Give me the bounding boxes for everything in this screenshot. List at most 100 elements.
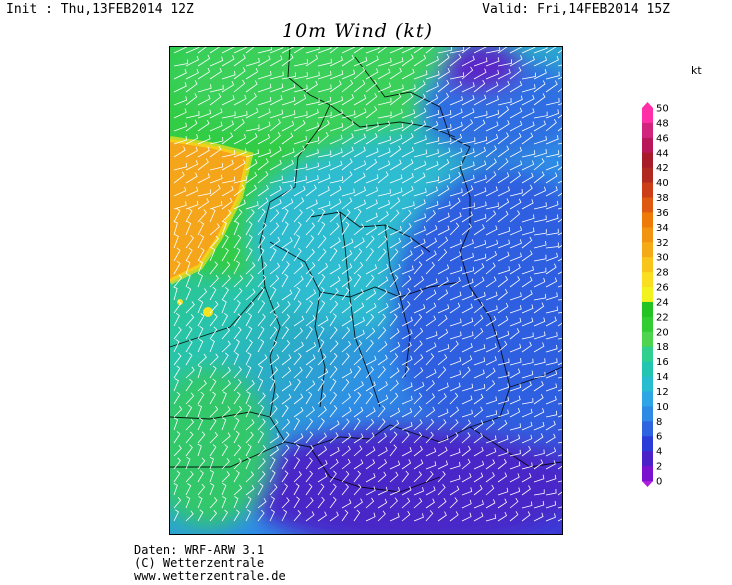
wind-barb	[497, 275, 509, 288]
wind-barb	[173, 247, 181, 262]
wind-barb	[473, 301, 484, 314]
wind-barb	[473, 94, 487, 106]
wind-barb	[293, 221, 302, 236]
wind-barb	[557, 88, 562, 93]
wind-barb	[341, 352, 350, 366]
wind-barb	[521, 94, 535, 106]
wind-barb	[209, 145, 222, 158]
wind-barb	[281, 237, 293, 249]
wind-barb	[341, 110, 356, 119]
wind-barb	[461, 174, 475, 184]
wind-barb	[341, 238, 354, 249]
wind-barb	[509, 497, 519, 509]
wind-barb	[305, 342, 317, 353]
wind-barb	[233, 67, 246, 80]
wind-barb	[185, 134, 199, 145]
wind-barb	[401, 382, 413, 392]
wind-barb	[293, 84, 308, 93]
wind-barb	[377, 394, 389, 405]
wind-barb	[341, 250, 353, 262]
wind-barb	[377, 418, 386, 431]
scale-bottom-arrow	[642, 481, 653, 487]
wind-barb	[545, 331, 558, 340]
wind-barb	[305, 274, 314, 288]
wind-barb	[449, 382, 461, 392]
wind-barb	[485, 145, 497, 158]
wind-barb	[497, 106, 510, 119]
wind-barb	[245, 391, 251, 405]
scale-tick-label: 0	[656, 477, 662, 488]
wind-barb	[317, 432, 327, 444]
wind-barb	[245, 149, 260, 158]
wind-barb	[185, 366, 195, 379]
wind-barb	[281, 418, 291, 431]
wind-barb	[389, 209, 400, 223]
wind-barb	[413, 354, 424, 366]
wind-barb	[317, 111, 332, 119]
wind-barb	[245, 132, 258, 145]
wind-barb	[233, 79, 246, 93]
wind-barb	[341, 432, 352, 444]
wind-barb	[329, 209, 340, 223]
wind-barb	[209, 274, 219, 288]
wind-barb	[425, 160, 439, 171]
wind-barb	[293, 94, 307, 106]
wind-barb	[329, 109, 343, 119]
wind-barb	[233, 159, 246, 171]
wind-barb	[425, 261, 435, 275]
wind-barb	[197, 443, 202, 457]
wind-barb	[461, 119, 474, 132]
wind-barb	[257, 184, 269, 197]
wind-barb	[461, 66, 474, 80]
wind-barb	[305, 71, 320, 80]
wind-barb	[365, 392, 374, 405]
wind-barb	[185, 93, 198, 106]
wind-barb	[293, 47, 305, 54]
wind-barb	[521, 485, 531, 496]
wind-barb	[545, 80, 558, 93]
wind-barb	[293, 352, 302, 366]
wind-barb	[485, 514, 497, 522]
wind-barb	[485, 186, 498, 197]
wind-barb	[329, 55, 343, 67]
wind-barb	[377, 189, 391, 197]
wind-barb	[173, 274, 183, 288]
wind-barb	[269, 209, 280, 223]
wind-barb	[269, 378, 276, 392]
wind-barb	[473, 406, 484, 418]
wind-barb	[557, 218, 562, 223]
wind-barb	[245, 471, 255, 483]
wind-barb	[557, 518, 562, 522]
wind-barb	[533, 80, 546, 93]
wind-barb	[413, 367, 424, 379]
wind-barb	[377, 263, 389, 275]
wind-barb	[209, 338, 215, 353]
wind-barb	[545, 488, 557, 496]
wind-barb	[341, 209, 351, 223]
wind-barb	[221, 406, 231, 418]
wind-barb	[233, 313, 242, 327]
wind-barb	[485, 367, 496, 379]
wind-barb	[509, 160, 523, 171]
wind-barb	[329, 470, 337, 483]
wind-barb	[341, 79, 354, 93]
wind-barb	[185, 444, 193, 457]
scale-tick-label: 40	[656, 178, 669, 189]
wind-barb	[389, 197, 401, 210]
wind-barb	[173, 201, 187, 210]
wind-barb	[353, 133, 366, 145]
wind-barb	[197, 47, 207, 54]
wind-barb	[173, 365, 181, 379]
wind-barb	[281, 497, 290, 509]
wind-barb	[233, 184, 245, 197]
wind-barb	[437, 484, 446, 496]
wind-barb	[245, 47, 255, 54]
wind-barb	[185, 326, 193, 340]
wind-barb	[533, 229, 547, 236]
wind-barb	[293, 59, 308, 67]
wind-barb	[341, 120, 354, 132]
wind-barb	[545, 474, 557, 483]
wind-barb	[197, 221, 205, 236]
wind-barb	[245, 67, 259, 80]
wind-barb	[317, 262, 329, 275]
